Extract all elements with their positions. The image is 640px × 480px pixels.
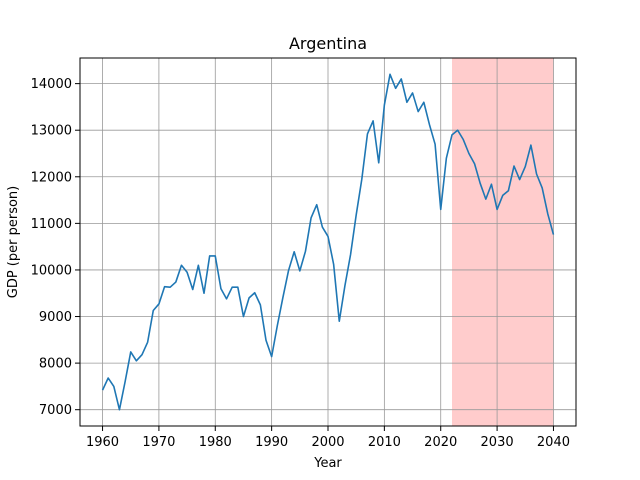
x-tick-label: 1960: [86, 435, 119, 450]
grid: [80, 58, 576, 426]
y-tick-label: 7000: [39, 403, 72, 418]
y-tick-label: 14000: [31, 77, 72, 92]
y-tick-label: 11000: [31, 217, 72, 232]
x-tick-label: 1970: [142, 435, 175, 450]
y-tick-label: 10000: [31, 263, 72, 278]
x-axis-ticks: 1960 1970 1980 1990 2000 2010 2020 2030 2040: [86, 426, 570, 450]
x-tick-label: 1980: [199, 435, 232, 450]
y-axis-ticks: 7000 8000 9000 10000 11000 12000 13000 14000: [31, 77, 80, 418]
series-line: [101, 73, 555, 411]
y-tick-label: 9000: [39, 310, 72, 325]
y-tick-label: 13000: [31, 124, 72, 139]
x-tick-label: 2040: [537, 435, 570, 450]
x-tick-label: 2010: [368, 435, 401, 450]
y-tick-label: 12000: [31, 170, 72, 185]
x-tick-label: 2000: [311, 435, 344, 450]
y-axis-label: GDP (per person): [6, 186, 21, 299]
x-tick-label: 1990: [255, 435, 288, 450]
forecast-highlight-region: [452, 58, 554, 426]
chart-title: Argentina: [289, 34, 367, 53]
y-tick-label: 8000: [39, 357, 72, 372]
x-axis-label: Year: [313, 456, 342, 471]
x-tick-label: 2030: [481, 435, 514, 450]
x-tick-label: 2020: [424, 435, 457, 450]
